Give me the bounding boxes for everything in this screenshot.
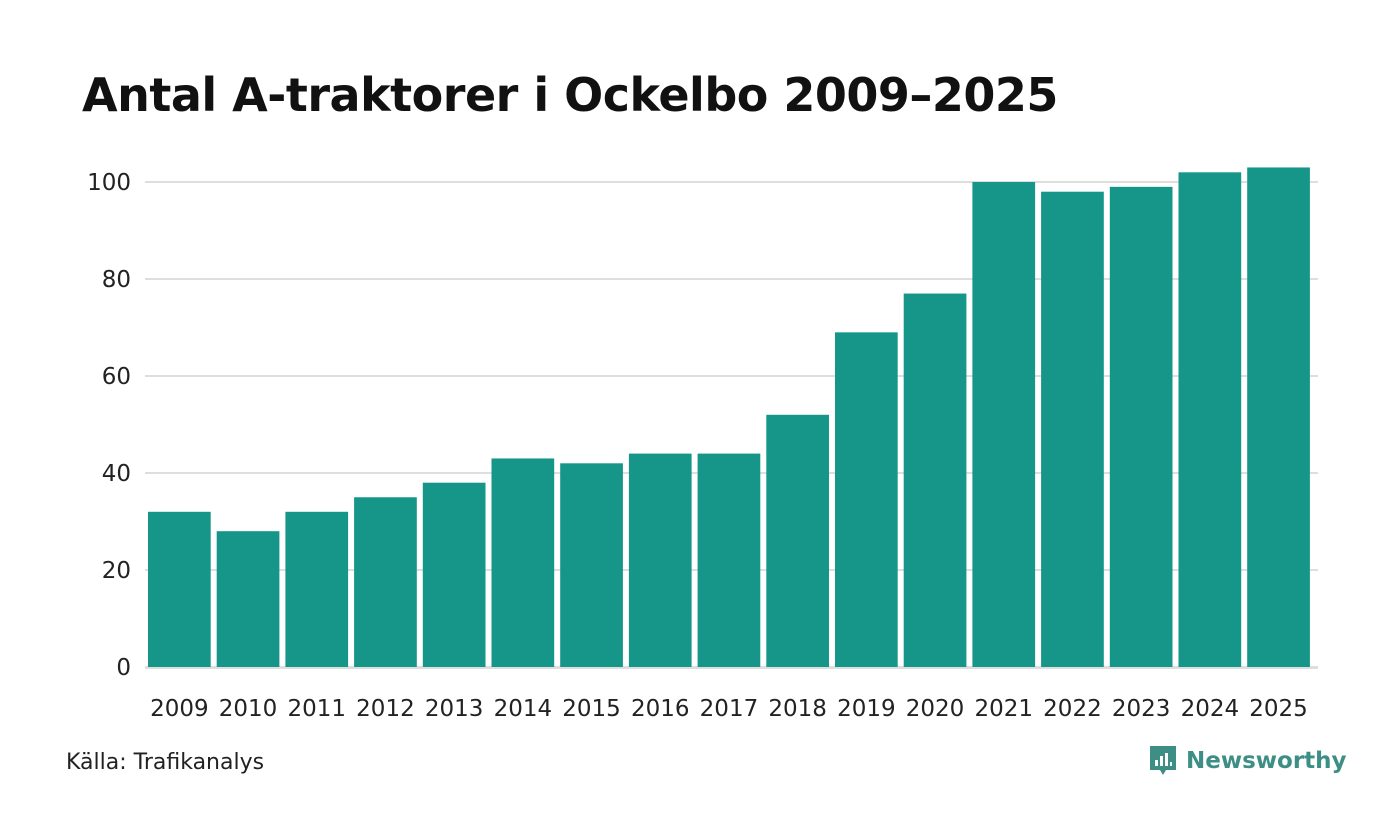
bar-2013 bbox=[422, 482, 486, 667]
bar-2016 bbox=[628, 453, 692, 667]
source-note: Källa: Trafikanalys bbox=[66, 750, 265, 775]
x-tick-label: 2018 bbox=[768, 696, 827, 722]
x-tick-label: 2015 bbox=[562, 696, 621, 722]
x-tick-label: 2022 bbox=[1043, 696, 1102, 722]
bar-2019 bbox=[835, 332, 898, 667]
y-tick-label: 60 bbox=[102, 364, 131, 390]
x-tick-label: 2021 bbox=[974, 696, 1033, 722]
bar-2010 bbox=[216, 531, 280, 667]
x-tick-label: 2014 bbox=[494, 696, 553, 722]
x-tick-label: 2025 bbox=[1249, 696, 1308, 722]
x-tick-label: 2013 bbox=[425, 696, 484, 722]
bar-2025 bbox=[1247, 167, 1310, 667]
x-tick-label: 2024 bbox=[1181, 696, 1240, 722]
bar-2024 bbox=[1178, 172, 1242, 668]
bar-2018 bbox=[766, 414, 829, 667]
x-tick-label: 2020 bbox=[906, 696, 965, 722]
newsworthy-logo-icon bbox=[1150, 746, 1176, 775]
x-tick-label: 2010 bbox=[219, 696, 278, 722]
y-tick-label: 100 bbox=[87, 170, 131, 196]
x-tick-label: 2011 bbox=[287, 696, 346, 722]
x-tick-label: 2023 bbox=[1112, 696, 1171, 722]
bar-2011 bbox=[285, 511, 349, 667]
y-axis-tick-labels: 0 20 40 60 80 100 bbox=[87, 170, 131, 681]
chart-title: Antal A-traktorer i Ockelbo 2009–2025 bbox=[82, 68, 1058, 122]
bar-2022 bbox=[1041, 191, 1104, 667]
y-tick-label: 0 bbox=[116, 655, 131, 681]
y-tick-label: 80 bbox=[102, 267, 131, 293]
x-tick-label: 2019 bbox=[837, 696, 896, 722]
bar-2014 bbox=[491, 458, 555, 667]
bar-2020 bbox=[903, 293, 967, 667]
bar-2023 bbox=[1109, 186, 1173, 667]
x-tick-label: 2016 bbox=[631, 696, 690, 722]
brand-name: Newsworthy bbox=[1186, 748, 1347, 774]
x-tick-label: 2009 bbox=[150, 696, 209, 722]
bar-2017 bbox=[697, 453, 761, 667]
x-tick-label: 2017 bbox=[700, 696, 759, 722]
bar-2021 bbox=[972, 182, 1036, 667]
x-axis-tick-labels: 2009 2010 2011 2012 2013 2014 2015 2016 2017 2018… bbox=[150, 696, 1308, 722]
brand-logo: Newsworthy bbox=[1148, 744, 1347, 778]
bars bbox=[148, 167, 1310, 668]
bar-2012 bbox=[354, 497, 417, 667]
bar-2015 bbox=[560, 463, 623, 667]
y-tick-label: 20 bbox=[102, 558, 131, 584]
bar-2009 bbox=[148, 511, 211, 667]
x-tick-label: 2012 bbox=[356, 696, 415, 722]
y-tick-label: 40 bbox=[102, 461, 131, 487]
